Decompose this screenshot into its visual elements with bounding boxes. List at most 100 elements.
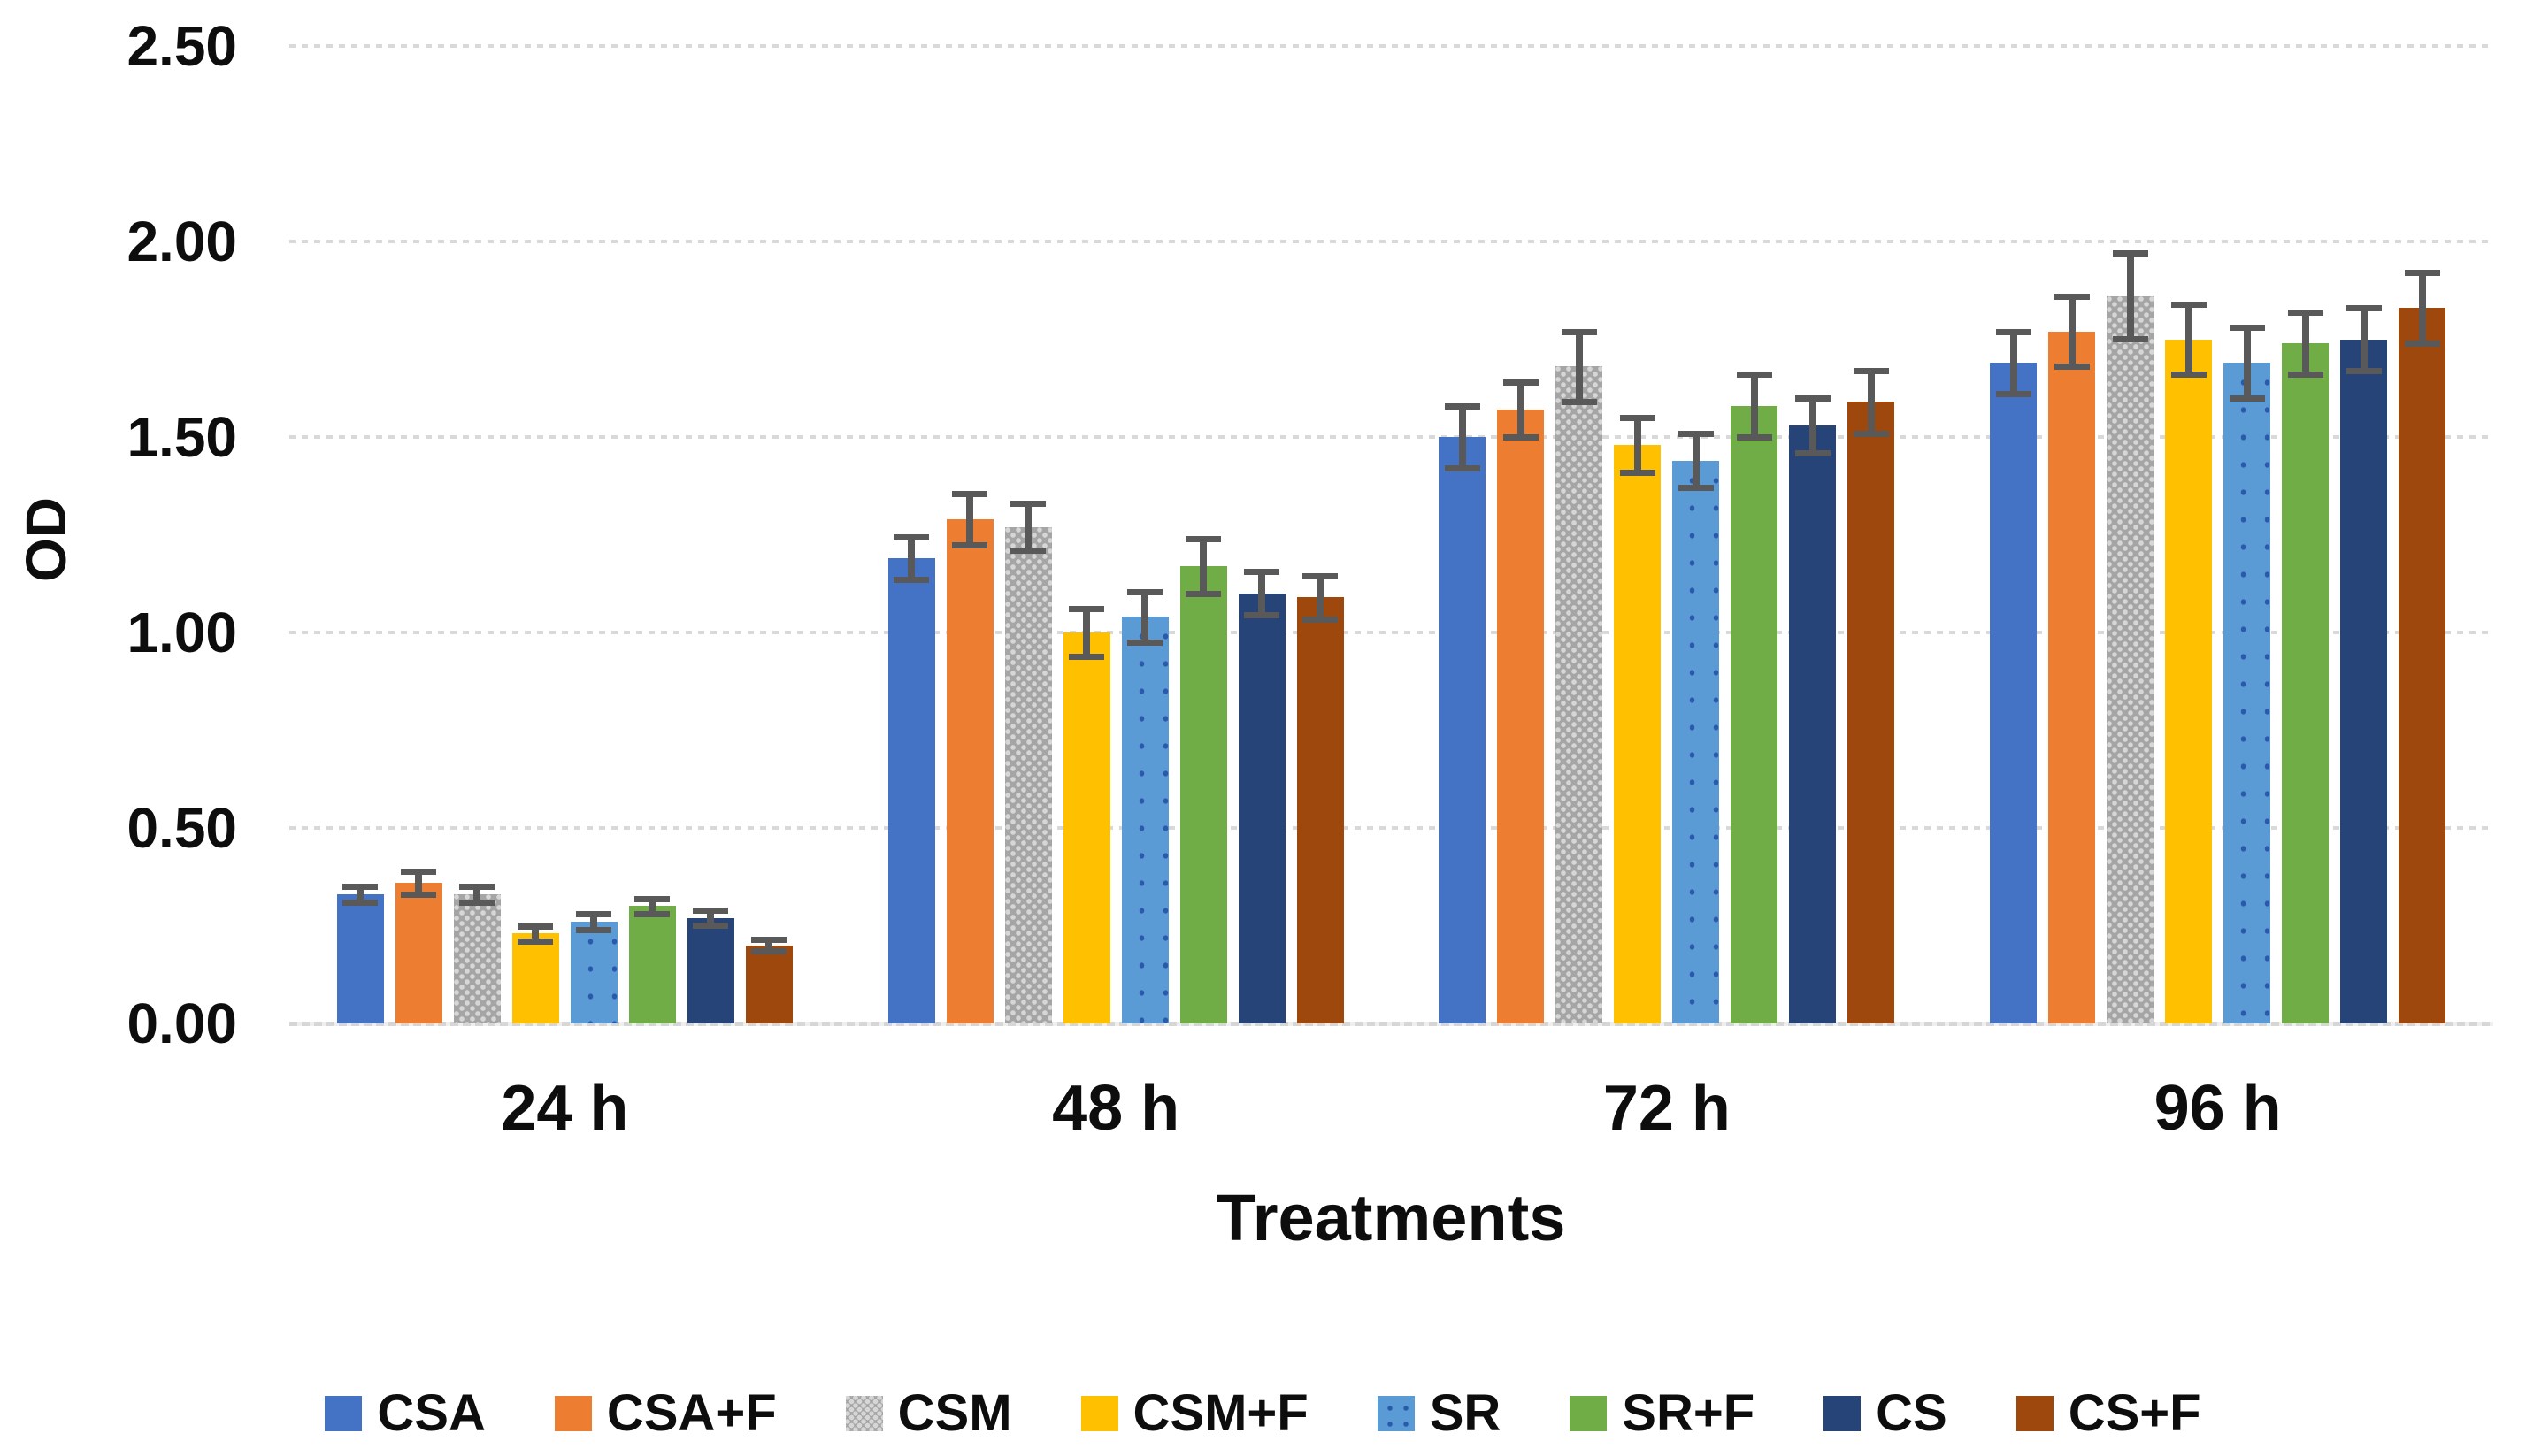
bar-CSM-96h [2107,295,2154,1023]
bar-CSM-72h [1555,366,1603,1023]
legend-swatch-CSA [325,1396,363,1431]
error-bar-SR-72h [1678,430,1714,492]
bar-CSA+F-48h [946,518,994,1023]
bar-SR-72h [1672,460,1720,1023]
error-bar-CSA+F-48h [952,491,988,548]
error-bar-SR+F-96h [2287,309,2323,379]
legend-item-CSA: CSA [325,1383,486,1445]
bar-CS+F-72h [1847,402,1895,1023]
error-bar-CS+F-72h [1853,367,1889,437]
y-axis-title: OD [14,497,78,582]
legend-label: CSM+F [1132,1384,1309,1442]
category-label-24h: 24 h [501,1073,629,1144]
error-bar-CSM-72h [1561,328,1597,406]
legend-item-CSA+F: CSA+F [554,1383,777,1445]
y-tick-label: 2.00 [127,210,237,273]
legend-swatch-CSM+F [1080,1396,1118,1431]
error-bar-CS-96h [2346,305,2382,374]
legend-item-CS+F: CS+F [2015,1383,2201,1445]
error-bar-SR+F-48h [1186,535,1222,597]
bar-CSM-24h [453,894,501,1023]
error-bar-CSM+F-72h [1619,414,1655,476]
gridline-1.00 [289,631,2493,634]
legend-label: CSA+F [606,1384,777,1442]
bar-CSM+F-24h [511,933,559,1023]
legend-label: CSA [377,1384,486,1442]
bar-SR-96h [2223,363,2271,1023]
bar-CS-72h [1789,425,1837,1023]
legend-swatch-CSA+F [554,1396,592,1431]
legend: CSA CSA+F CSM CSM+F SR SR+F CS CS+F [0,1369,2526,1456]
bar-CSM+F-72h [1614,444,1662,1023]
legend-swatch-SR+F [1570,1396,1608,1431]
gridline-0.50 [289,826,2493,830]
legend-swatch-CSM [845,1396,883,1431]
legend-label: CS [1876,1384,1947,1442]
y-tick-label: 0.00 [127,992,237,1055]
gridline-2.50 [289,44,2493,48]
y-tick-label: 2.50 [127,14,237,78]
bar-CS+F-48h [1296,597,1344,1023]
bar-SR+F-72h [1731,405,1778,1023]
x-axis-title: Treatments [1216,1181,1566,1254]
error-bar-CS-24h [693,907,729,930]
legend-swatch-CS+F [2015,1396,2054,1431]
error-bar-CSM+F-24h [518,923,554,946]
legend-item-CSM: CSM [845,1383,1012,1445]
error-bar-SR+F-72h [1736,372,1772,441]
bar-CSM+F-48h [1063,632,1110,1023]
y-tick-label: 1.00 [127,601,237,664]
bar-CSA+F-24h [395,882,442,1023]
bar-CSA-96h [1990,363,2038,1023]
bar-CS-48h [1238,593,1286,1023]
bar-CSA+F-96h [2048,331,2096,1023]
gridline-0.00 [289,1022,2493,1026]
error-bar-CSA-96h [1995,328,2031,398]
y-tick-label: 1.50 [127,405,237,469]
error-bar-CSA+F-72h [1502,379,1539,441]
bar-SR+F-24h [628,906,676,1023]
error-bar-CSA+F-96h [2054,293,2090,371]
bar-CS+F-96h [2399,308,2446,1023]
error-bar-CSA+F-24h [401,868,437,899]
legend-item-SR: SR [1377,1383,1501,1445]
category-label-48h: 48 h [1052,1073,1180,1144]
bar-CSM+F-96h [2165,339,2213,1023]
error-bar-CSM+F-96h [2170,301,2207,379]
error-bar-CSA-48h [894,533,930,584]
error-bar-CSM-24h [459,884,495,906]
error-bar-CS+F-24h [751,936,787,955]
legend-swatch-SR [1377,1396,1415,1431]
legend-swatch-CS [1823,1396,1862,1431]
error-bar-CSM-96h [2112,250,2148,343]
error-bar-CS+F-96h [2404,270,2440,347]
gridline-2.00 [289,240,2493,243]
legend-item-CS: CS [1823,1383,1947,1445]
gridline-1.50 [289,435,2493,439]
error-bar-SR-96h [2229,325,2265,402]
error-bar-CS+F-48h [1302,572,1339,623]
error-bar-CSM-48h [1010,501,1047,555]
bar-SR-24h [570,922,618,1023]
bar-CS-24h [687,917,734,1023]
bar-CSA+F-72h [1497,410,1545,1023]
error-bar-CSM+F-48h [1069,606,1105,660]
error-bar-CSA-24h [342,884,379,906]
legend-label: SR [1429,1384,1501,1442]
error-bar-CSA-72h [1444,402,1480,472]
bar-SR+F-48h [1179,565,1227,1023]
bar-CS-96h [2340,339,2388,1023]
error-bar-CS-72h [1794,395,1831,456]
legend-label: CSM [897,1384,1012,1442]
bar-CSM-48h [1004,526,1052,1023]
y-tick-label: 0.50 [127,796,237,860]
bar-CSA-72h [1439,437,1486,1023]
legend-label: CS+F [2068,1384,2201,1442]
bar-CSA-24h [336,894,384,1023]
category-label-72h: 72 h [1602,1073,1731,1144]
error-bar-SR+F-24h [634,895,671,918]
legend-label: SR+F [1622,1384,1755,1442]
error-bar-SR-24h [576,911,612,933]
category-label-96h: 96 h [2154,1073,2282,1144]
